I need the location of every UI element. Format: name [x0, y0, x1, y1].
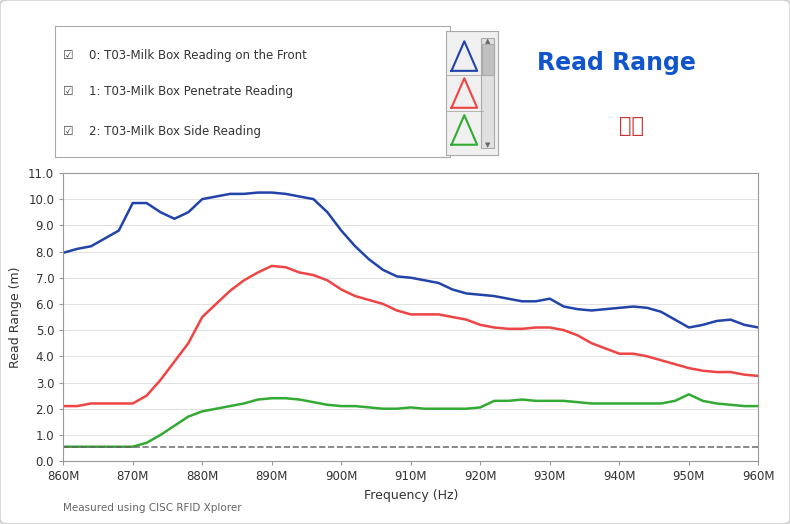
Text: 读距: 读距 [619, 116, 645, 136]
Text: ☑: ☑ [63, 85, 73, 98]
Text: ☑: ☑ [63, 125, 73, 137]
Text: ☑: ☑ [63, 49, 73, 61]
Text: ▲: ▲ [485, 38, 491, 45]
Y-axis label: Read Range (m): Read Range (m) [9, 266, 22, 368]
X-axis label: Frequency (Hz): Frequency (Hz) [363, 489, 458, 501]
Text: Measured using CISC RFID Xplorer: Measured using CISC RFID Xplorer [63, 503, 242, 513]
Text: 1: T03-Milk Box Penetrate Reading: 1: T03-Milk Box Penetrate Reading [89, 85, 293, 98]
Text: 0: T03-Milk Box Reading on the Front: 0: T03-Milk Box Reading on the Front [89, 49, 307, 61]
Text: 2: T03-Milk Box Side Reading: 2: T03-Milk Box Side Reading [89, 125, 261, 137]
Text: ▼: ▼ [485, 141, 491, 148]
FancyBboxPatch shape [481, 38, 494, 148]
FancyBboxPatch shape [482, 44, 494, 74]
Text: Read Range: Read Range [536, 51, 696, 75]
